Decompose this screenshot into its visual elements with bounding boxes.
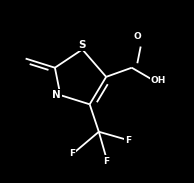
Text: F: F [69, 149, 75, 158]
Text: OH: OH [151, 76, 166, 85]
Text: F: F [125, 136, 131, 145]
Text: S: S [79, 40, 86, 50]
Text: N: N [52, 90, 61, 100]
Text: O: O [133, 32, 141, 41]
Text: F: F [103, 156, 109, 166]
